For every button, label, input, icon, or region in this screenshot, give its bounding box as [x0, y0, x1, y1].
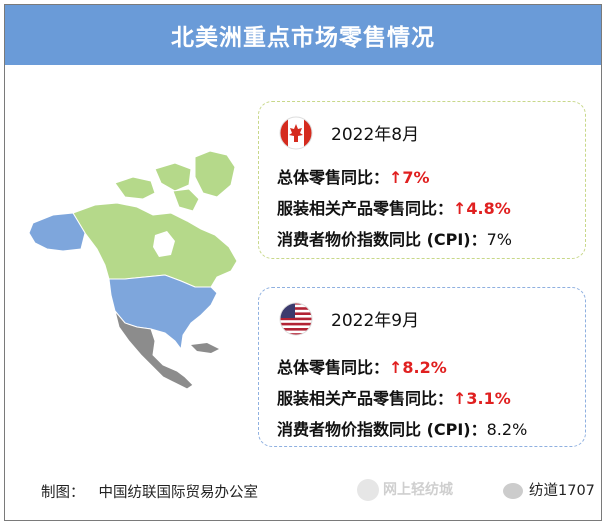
canada-cpi-value: 7% [486, 230, 513, 249]
usa-cpi-label: 消费者物价指数同比 (CPI)： [277, 420, 487, 439]
greenland-shape [194, 150, 236, 198]
canada-islands-shape [172, 188, 200, 212]
infographic-frame: 北美洲重点市场零售情况 [4, 4, 602, 521]
page-title: 北美洲重点市场零售情况 [5, 5, 601, 65]
wechat-icon [503, 483, 523, 499]
credit-line: 制图： 中国纺联国际贸易办公室 [41, 481, 258, 502]
mexico-shape [114, 310, 194, 390]
usa-retail-label: 总体零售同比： [277, 358, 390, 377]
usa-apparel-row: 服装相关产品零售同比：↑3.1% [277, 385, 511, 409]
content-area: 2022年8月 总体零售同比：↑7% 服装相关产品零售同比：↑4.8% 消费者物… [5, 65, 601, 465]
footer: 制图： 中国纺联国际贸易办公室 网上轻纺城 纺道1707 [5, 465, 601, 522]
usa-retail-row: 总体零售同比：↑8.2% [277, 354, 447, 378]
canada-retail-label: 总体零售同比： [277, 168, 390, 187]
credit-prefix: 制图： [41, 485, 85, 501]
increase-arrow-icon: ↑ [389, 358, 403, 377]
canada-islands-shape [154, 162, 192, 192]
canada-apparel-row: 服装相关产品零售同比：↑4.8% [277, 195, 511, 219]
canada-apparel-value: 4.8% [466, 199, 511, 218]
hudson-bay-shape [153, 231, 175, 257]
increase-arrow-icon: ↑ [453, 389, 467, 408]
canada-retail-value: 7% [402, 168, 430, 187]
canada-islands-shape [114, 176, 156, 200]
usa-retail-value: 8.2% [402, 358, 447, 377]
usa-flag-icon [279, 302, 313, 336]
increase-arrow-icon: ↑ [389, 168, 403, 187]
watermark-left: 网上轻纺城 [357, 479, 453, 501]
canada-date: 2022年8月 [331, 125, 420, 145]
usa-card: 2022年9月 总体零售同比：↑8.2% 服装相关产品零售同比：↑3.1% 消费… [258, 287, 586, 447]
increase-arrow-icon: ↑ [453, 199, 467, 218]
watermark-logo-icon [357, 479, 379, 501]
canada-flag-icon [279, 116, 313, 150]
usa-cpi-row: 消费者物价指数同比 (CPI)：8.2% [277, 416, 527, 440]
canada-cpi-row: 消费者物价指数同比 (CPI)：7% [277, 226, 512, 250]
caribbean-shape [191, 343, 219, 353]
canada-apparel-label: 服装相关产品零售同比： [277, 199, 454, 218]
usa-apparel-label: 服装相关产品零售同比： [277, 389, 454, 408]
usa-cpi-value: 8.2% [486, 420, 528, 439]
north-america-map [28, 150, 238, 390]
usa-date: 2022年9月 [331, 311, 420, 331]
credit-org: 中国纺联国际贸易办公室 [98, 485, 259, 501]
alaska-shape [28, 212, 86, 252]
canada-retail-row: 总体零售同比：↑7% [277, 164, 430, 188]
canada-card: 2022年8月 总体零售同比：↑7% 服装相关产品零售同比：↑4.8% 消费者物… [258, 101, 586, 259]
watermark-right: 纺道1707 [503, 479, 595, 500]
canada-cpi-label: 消费者物价指数同比 (CPI)： [277, 230, 487, 249]
usa-apparel-value: 3.1% [466, 389, 511, 408]
